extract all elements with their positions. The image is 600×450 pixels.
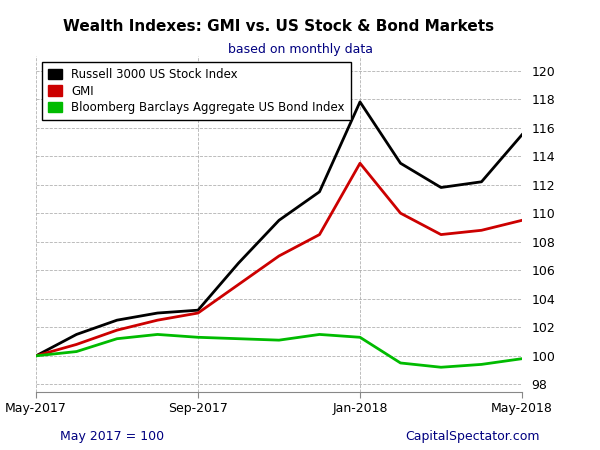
Text: May 2017 = 100: May 2017 = 100 bbox=[60, 430, 164, 443]
Text: based on monthly data: based on monthly data bbox=[227, 43, 373, 56]
Title: Wealth Indexes: GMI vs. US Stock & Bond Markets: Wealth Indexes: GMI vs. US Stock & Bond … bbox=[64, 19, 494, 34]
Text: CapitalSpectator.com: CapitalSpectator.com bbox=[406, 430, 540, 443]
Legend: Russell 3000 US Stock Index, GMI, Bloomberg Barclays Aggregate US Bond Index: Russell 3000 US Stock Index, GMI, Bloomb… bbox=[42, 62, 351, 120]
